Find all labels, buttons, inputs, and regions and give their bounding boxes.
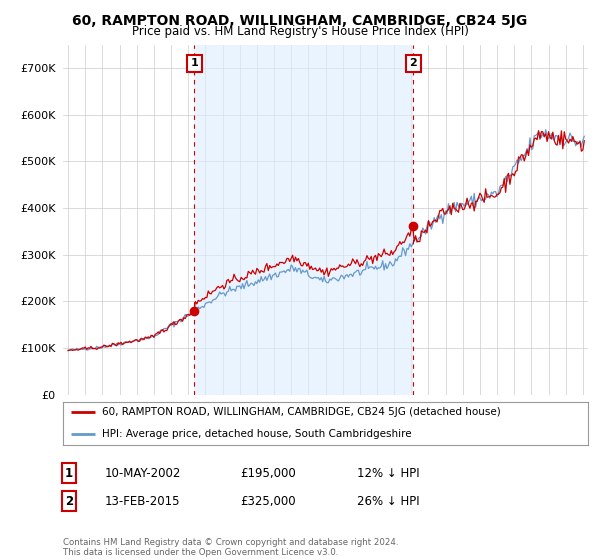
Text: 60, RAMPTON ROAD, WILLINGHAM, CAMBRIDGE, CB24 5JG (detached house): 60, RAMPTON ROAD, WILLINGHAM, CAMBRIDGE,…: [103, 408, 501, 417]
Text: 60, RAMPTON ROAD, WILLINGHAM, CAMBRIDGE, CB24 5JG: 60, RAMPTON ROAD, WILLINGHAM, CAMBRIDGE,…: [73, 14, 527, 28]
Text: 26% ↓ HPI: 26% ↓ HPI: [357, 494, 419, 508]
Bar: [194, 45, 413, 395]
Text: £195,000: £195,000: [240, 466, 296, 480]
Text: 2: 2: [409, 58, 417, 68]
Text: 12% ↓ HPI: 12% ↓ HPI: [357, 466, 419, 480]
Text: HPI: Average price, detached house, South Cambridgeshire: HPI: Average price, detached house, Sout…: [103, 430, 412, 439]
Text: £325,000: £325,000: [240, 494, 296, 508]
Text: 1: 1: [191, 58, 198, 68]
Text: Contains HM Land Registry data © Crown copyright and database right 2024.
This d: Contains HM Land Registry data © Crown c…: [63, 538, 398, 557]
Text: 2: 2: [65, 494, 73, 508]
Text: 1: 1: [65, 466, 73, 480]
Text: Price paid vs. HM Land Registry's House Price Index (HPI): Price paid vs. HM Land Registry's House …: [131, 25, 469, 38]
Text: 10-MAY-2002: 10-MAY-2002: [105, 466, 181, 480]
Text: 13-FEB-2015: 13-FEB-2015: [105, 494, 181, 508]
